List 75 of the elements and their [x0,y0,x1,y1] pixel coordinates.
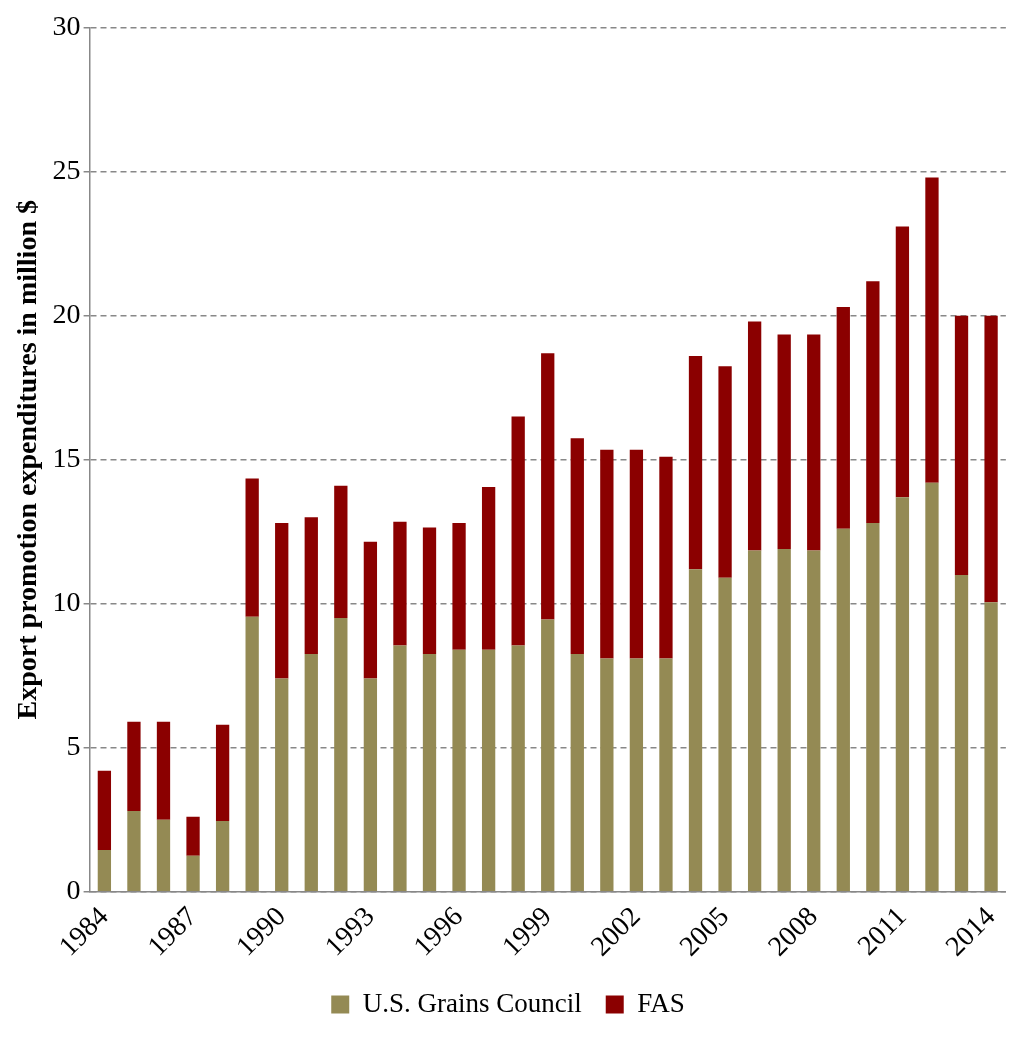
bar [629,449,644,659]
bar [984,602,998,891]
bar [718,577,732,891]
bar [452,649,466,891]
bar [127,811,141,891]
bar [334,485,348,619]
bar [245,478,259,617]
y-tick-label: 10 [52,586,81,618]
y-tick-label: 5 [66,730,81,762]
bar [393,645,407,891]
bar [747,321,762,551]
bar [866,523,880,891]
bar [275,523,289,679]
bar [127,721,141,812]
bar [97,849,112,891]
x-tick-label: 1999 [495,900,558,962]
y-tick-label: 30 [52,10,81,42]
bar [570,438,584,655]
bar [186,816,200,856]
bar [186,855,200,891]
legend-label: FAS [637,987,685,1018]
bar [541,353,555,620]
bar [777,334,791,549]
bar [245,616,259,891]
bar [334,618,348,891]
bar [156,721,171,820]
bar [954,315,969,575]
bar [304,654,318,891]
bar [925,482,939,891]
bar [481,487,496,650]
bar [659,456,673,659]
y-tick-label: 25 [52,154,81,186]
bar [688,569,703,891]
bar [97,770,112,850]
y-tick-label: 15 [52,442,81,474]
y-tick-label: 20 [52,298,81,330]
bar [984,315,998,603]
bar [215,724,230,822]
y-tick-label: 0 [66,874,81,905]
bar [422,654,437,891]
bar [363,541,378,679]
bar [747,550,762,891]
legend-label: U.S. Grains Council [362,987,582,1018]
bar [156,819,171,891]
bar [481,649,496,891]
bar [600,449,614,659]
bar [541,619,555,891]
bar [807,334,821,551]
bar [363,678,378,891]
bar [954,574,969,891]
bar [807,550,821,891]
bar [629,658,644,891]
bar [659,658,673,891]
x-tick-label: 2011 [851,900,912,961]
bar [511,645,525,891]
bar [866,281,880,524]
y-axis-title: Export promotion expenditures in million $ [11,200,43,720]
bar [215,821,230,891]
bar [925,177,939,483]
bar [718,366,732,578]
bar [570,654,584,891]
bar [422,527,437,655]
bar [511,416,525,646]
bar [895,497,910,891]
bar [836,528,850,891]
bar [688,356,703,570]
bar [895,226,910,498]
bar [600,658,614,891]
bar [304,517,318,655]
bar [452,523,466,650]
bar [836,307,850,529]
x-tick-label: 1990 [229,900,292,962]
bar [275,678,289,891]
bar [777,548,791,891]
bar [393,521,407,646]
